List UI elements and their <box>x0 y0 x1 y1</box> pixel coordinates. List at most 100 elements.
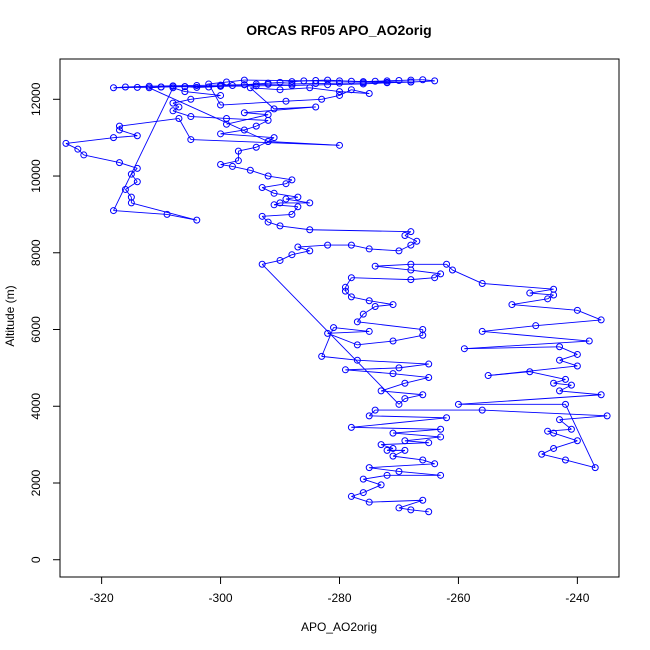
series-line-segment <box>190 116 227 119</box>
data-point <box>425 373 433 381</box>
series-line-segment <box>285 179 293 185</box>
x-tick-label: -240 <box>565 591 589 605</box>
data-point <box>395 400 403 408</box>
data-point <box>252 82 260 90</box>
data-point <box>270 201 278 209</box>
data-point <box>407 228 415 236</box>
series-line-segment <box>149 87 269 142</box>
series-line-segment <box>535 319 602 327</box>
data-point <box>389 444 397 452</box>
data-point <box>294 243 302 251</box>
data-point <box>240 109 248 117</box>
data-point <box>544 427 552 435</box>
data-point <box>526 289 534 297</box>
data-point <box>282 195 290 203</box>
data-point <box>359 310 367 318</box>
series-line-segment <box>249 87 275 110</box>
data-point <box>312 103 320 111</box>
data-point <box>270 134 278 142</box>
series-line-segment <box>553 440 578 449</box>
series-line-segment <box>244 112 269 116</box>
data-point <box>389 337 397 345</box>
series-line-segment <box>125 181 138 190</box>
data-point <box>288 80 296 88</box>
series-line-segment <box>375 265 411 271</box>
data-point <box>193 83 201 91</box>
data-point <box>330 324 338 332</box>
series-line-segment <box>220 129 245 135</box>
data-point <box>288 210 296 218</box>
data-point <box>431 77 439 85</box>
series-line-segment <box>172 102 180 108</box>
series-line-segment <box>274 192 298 198</box>
data-point <box>169 99 177 107</box>
data-point <box>550 379 558 387</box>
series-line-segment <box>345 290 352 298</box>
y-axis-label: Altitude (m) <box>3 285 17 346</box>
data-point <box>264 137 272 145</box>
data-point <box>365 464 373 472</box>
series-line-segment <box>357 359 429 365</box>
series-line-segment <box>363 82 388 85</box>
data-point <box>115 159 123 167</box>
y-tick-label: 4000 <box>29 393 43 420</box>
series-line-segment <box>410 80 435 83</box>
series-line-segment <box>392 432 441 438</box>
data-point <box>347 293 355 301</box>
data-point <box>228 81 236 89</box>
data-point <box>365 327 373 335</box>
data-point <box>240 81 248 89</box>
data-point <box>294 203 302 211</box>
series-line-segment <box>113 210 168 215</box>
data-point <box>573 437 581 445</box>
data-point <box>341 366 349 374</box>
series-line-segment <box>125 189 132 198</box>
series-line-segment <box>404 235 418 242</box>
data-point <box>419 456 427 464</box>
series-line-segment <box>351 426 441 430</box>
series-line-segment <box>380 444 394 449</box>
data-point <box>377 387 385 395</box>
series-line-segment <box>398 363 429 369</box>
series-line-segment <box>351 492 364 497</box>
data-point <box>478 406 486 414</box>
data-point <box>175 114 183 122</box>
data-point <box>324 81 332 89</box>
data-point <box>270 105 278 113</box>
data-point <box>478 327 486 335</box>
series-line-segment <box>345 277 352 288</box>
x-tick-label: -280 <box>327 591 351 605</box>
data-point <box>550 429 558 437</box>
data-point <box>193 216 201 224</box>
series-line-segment <box>268 175 292 181</box>
series-line-segment <box>369 415 447 419</box>
data-point <box>561 375 569 383</box>
data-point <box>324 76 332 84</box>
data-point <box>270 189 278 197</box>
data-point <box>306 226 314 234</box>
series-line-segment <box>208 83 221 106</box>
data-point <box>567 425 575 433</box>
series-line-segment <box>398 398 406 405</box>
data-point <box>347 274 355 282</box>
series-line-segment <box>268 81 281 84</box>
series-line-segment <box>398 507 411 511</box>
series-line-segment <box>297 244 328 248</box>
data-point <box>407 266 415 274</box>
data-point <box>187 95 195 103</box>
series-line-segment <box>285 98 322 102</box>
data-point <box>115 126 123 134</box>
data-point <box>561 400 569 408</box>
series-line-segment <box>345 369 394 375</box>
data-point <box>353 356 361 364</box>
series-line-segment <box>279 254 293 261</box>
data-point <box>127 170 135 178</box>
series-line-segment <box>250 87 281 91</box>
series-line-segment <box>268 221 281 227</box>
data-point <box>288 176 296 184</box>
data-point <box>389 370 397 378</box>
data-point <box>169 107 177 115</box>
series-line-segment <box>369 463 435 469</box>
data-point <box>371 302 379 310</box>
series-line-segment <box>65 137 114 144</box>
